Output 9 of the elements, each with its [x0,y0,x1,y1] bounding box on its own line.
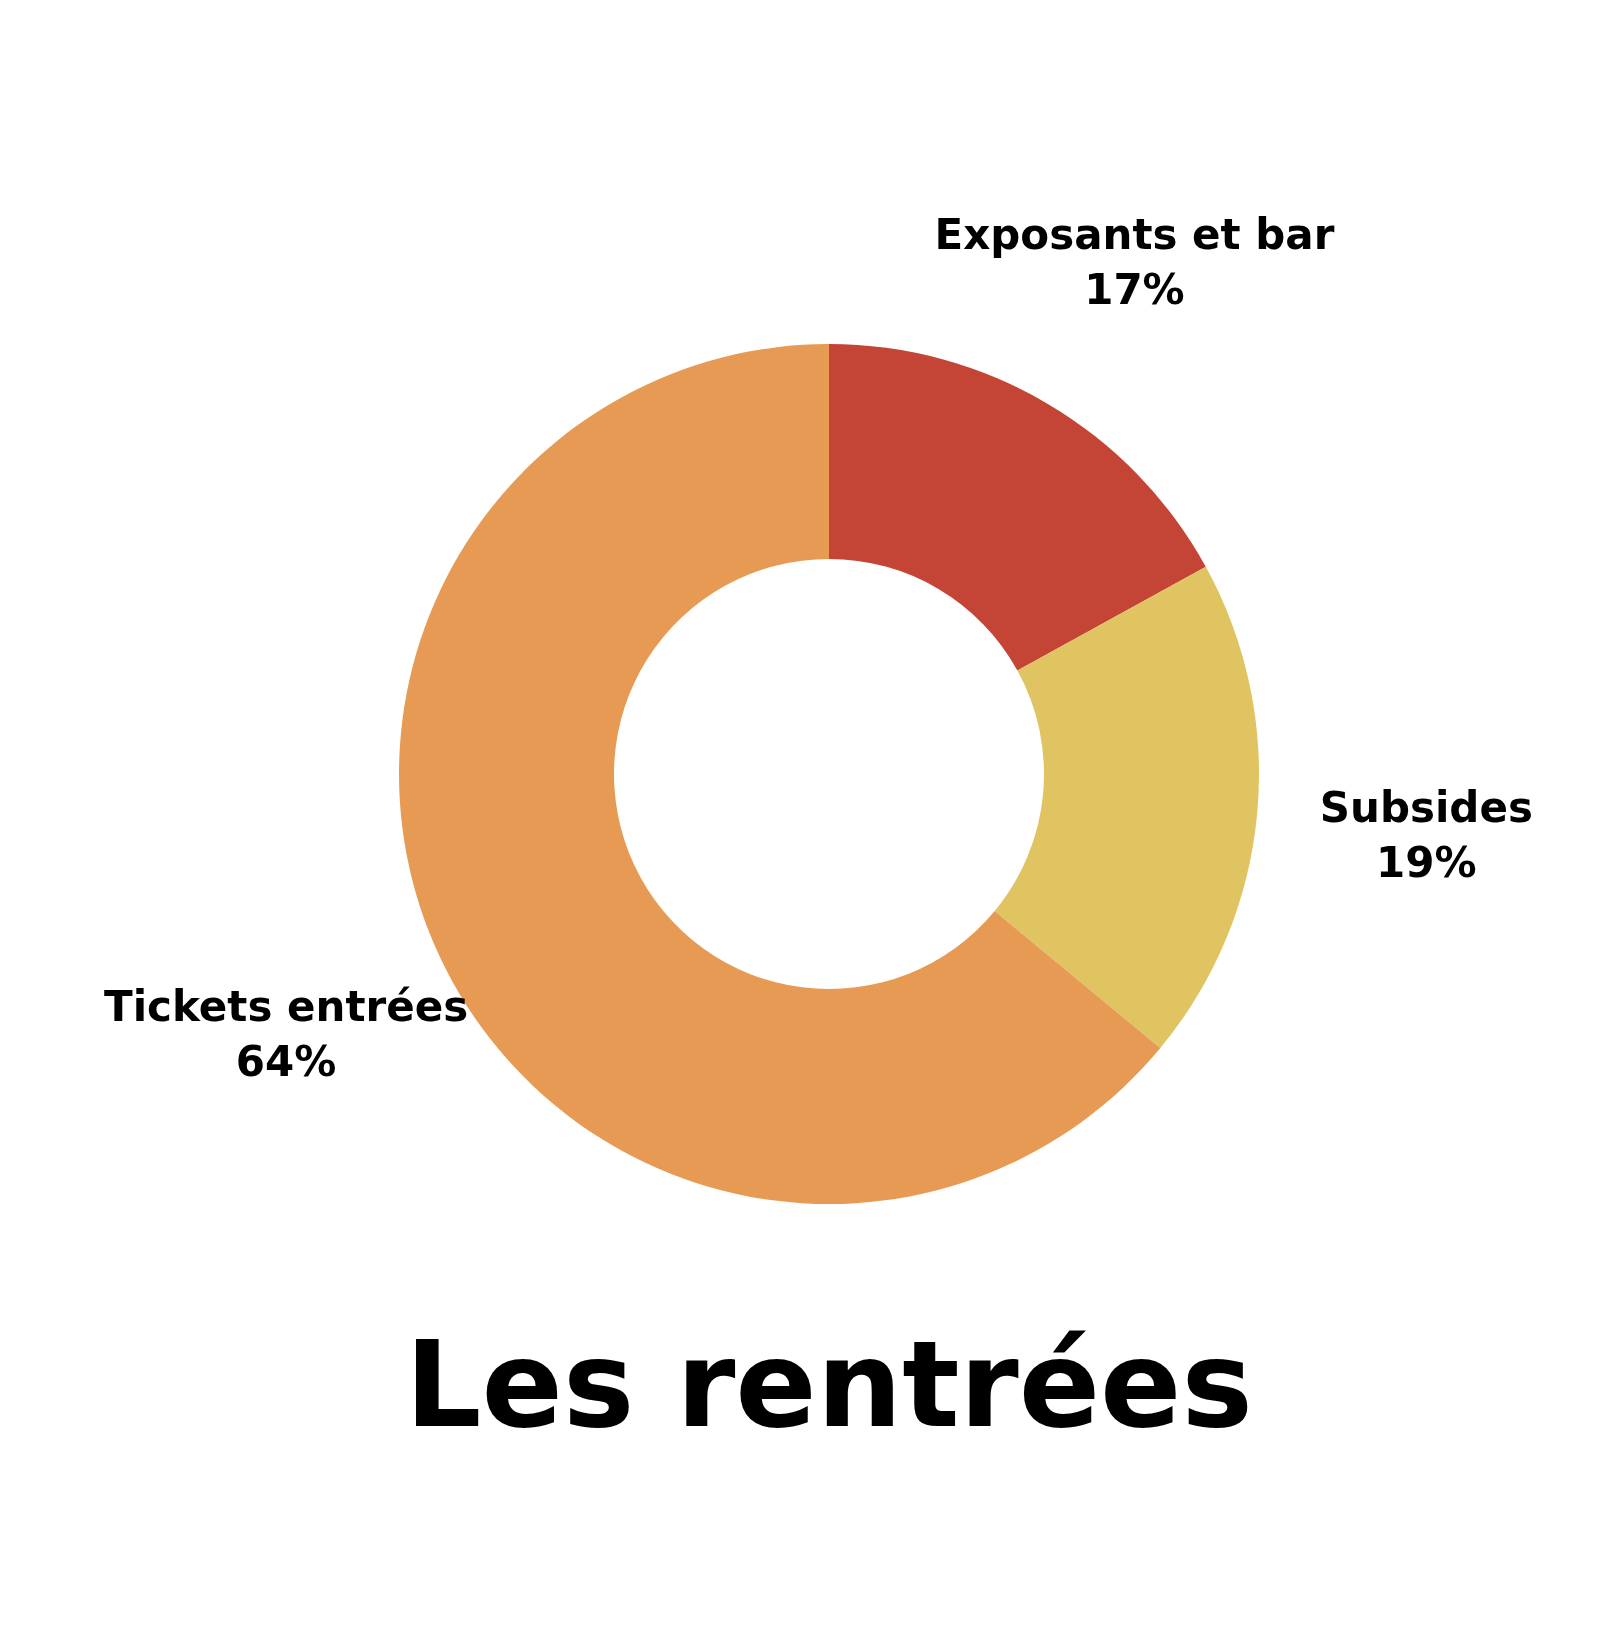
slice-label: Tickets entrées [104,982,469,1032]
data-label: 64% [235,1036,337,1086]
text: Les rentrées [405,1315,1253,1454]
slice-label: Subsides [1319,783,1533,833]
slice-label: Exposants et bar [934,210,1335,260]
data-label: 17% [1084,264,1185,314]
data-label: 19% [1376,837,1477,887]
donut-slice [994,566,1259,1049]
donut-slice [829,344,1206,671]
